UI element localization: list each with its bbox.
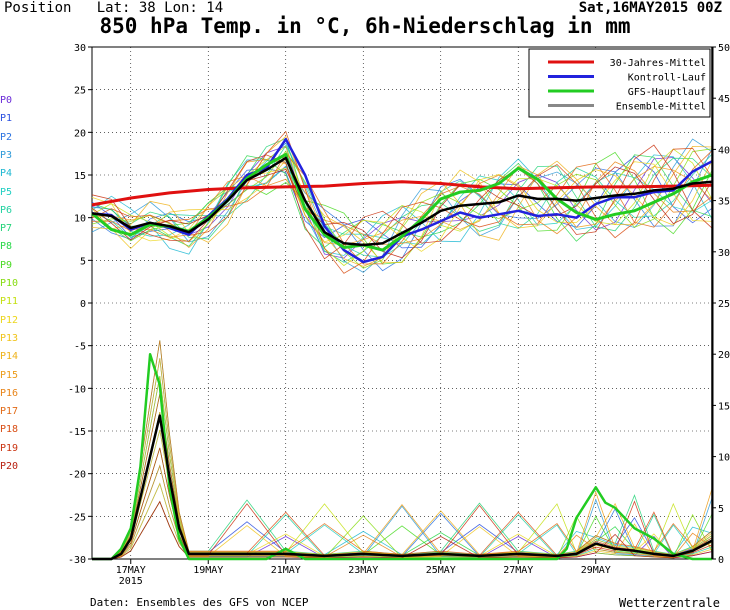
member-precip-line	[92, 500, 713, 560]
member-label-p18: P18	[0, 424, 19, 436]
legend-label: Kontroll-Lauf	[628, 73, 706, 84]
member-temp-line	[91, 158, 713, 249]
footer-source: Daten: Ensembles des GFS von NCEP	[90, 596, 309, 609]
member-temp-line	[91, 166, 713, 245]
30-jahres-mittel-line	[91, 180, 713, 207]
member-label-p1: P1	[0, 113, 13, 125]
left-tick-label: 20	[74, 128, 86, 139]
run-date-label: Sat,16MAY2015 00Z	[578, 0, 722, 16]
ensemble-mittel-niederschlag-line	[92, 414, 713, 561]
left-axis-ticks: 30 25 20 15 10 5 0 -5 -10 -15 -20 -25 -30	[68, 43, 92, 566]
member-label-p20: P20	[0, 461, 19, 472]
member-temp-line	[91, 166, 713, 259]
left-tick-label: 15	[74, 171, 86, 182]
grid-lines	[92, 47, 712, 559]
footer-brand: Wetterzentrale	[618, 596, 720, 610]
left-tick-label: 0	[80, 299, 86, 310]
member-temp-line	[91, 137, 713, 263]
member-label-p9: P9	[0, 259, 13, 271]
member-label-p16: P16	[0, 387, 19, 399]
position-label: Position Lat: 38 Lon: 14	[4, 0, 224, 16]
member-temp-line	[91, 148, 713, 272]
x-tick-label: 27MAY	[503, 565, 533, 576]
left-tick-label: -25	[68, 512, 86, 523]
right-tick-label: 50	[718, 43, 730, 54]
left-tick-label: -15	[68, 427, 86, 438]
x-tick-label: 25MAY	[426, 565, 456, 576]
member-label-p15: P15	[0, 369, 19, 381]
right-tick-label: 15	[718, 401, 730, 412]
ensemble-mittel-line	[91, 156, 713, 247]
left-tick-label: -20	[68, 470, 86, 481]
gfs-hauptlauf-niederschlag-line	[92, 352, 712, 561]
left-tick-label: 5	[80, 256, 86, 267]
main-series	[91, 137, 713, 561]
member-label-p13: P13	[0, 332, 19, 344]
member-label-p6: P6	[0, 204, 13, 216]
plot-frame	[91, 46, 714, 560]
chart-title: 850 hPa Temp. in °C, 6h-Niederschlag in …	[99, 14, 631, 38]
member-precip-line	[92, 482, 713, 560]
legend: 30-Jahres-Mittel Kontroll-Lauf GFS-Hauptla…	[528, 48, 711, 118]
member-temp-line	[91, 145, 713, 267]
right-tick-label: 0	[718, 555, 724, 566]
member-precip-line	[92, 464, 713, 560]
member-label-p12: P12	[0, 314, 19, 326]
x-tick-label: 29MAY	[581, 565, 611, 576]
legend-label: Ensemble-Mittel	[616, 102, 706, 113]
member-label-p7: P7	[0, 223, 13, 235]
member-precip-line	[92, 376, 713, 560]
member-temp-line	[91, 148, 713, 269]
member-temp-line	[91, 144, 713, 260]
right-tick-label: 35	[718, 197, 730, 208]
right-tick-label: 25	[718, 299, 730, 310]
left-tick-label: -5	[74, 342, 86, 353]
right-tick-label: 45	[718, 94, 730, 105]
right-tick-label: 30	[718, 248, 730, 259]
left-tick-label: 10	[74, 214, 86, 225]
member-label-p10: P10	[0, 278, 19, 289]
member-temp-line	[91, 135, 713, 267]
x-tick-sublabel: 2015	[119, 576, 143, 587]
member-label-p11: P11	[0, 296, 19, 308]
right-tick-label: 10	[718, 453, 730, 464]
right-tick-label: 20	[718, 350, 730, 361]
legend-label: GFS-Hauptlauf	[628, 87, 706, 98]
member-label-p4: P4	[0, 168, 13, 180]
right-tick-label: 5	[718, 504, 724, 515]
member-temp-line	[91, 159, 713, 264]
member-label-p2: P2	[0, 131, 13, 143]
member-label-p0: P0	[0, 95, 13, 106]
member-label-p14: P14	[0, 351, 19, 363]
legend-label: 30-Jahres-Mittel	[610, 58, 706, 69]
member-label-p5: P5	[0, 186, 13, 198]
x-tick-label: 17MAY	[116, 565, 146, 576]
member-label-p3: P3	[0, 149, 13, 161]
x-tick-label: 23MAY	[348, 565, 378, 576]
left-tick-label: 25	[74, 86, 86, 97]
member-label-p17: P17	[0, 406, 19, 418]
left-tick-label: -30	[68, 555, 86, 566]
x-tick-label: 19MAY	[193, 565, 223, 576]
member-temp-line	[91, 130, 713, 274]
member-label-p8: P8	[0, 241, 13, 253]
left-tick-label: 30	[74, 43, 86, 54]
left-tick-label: -10	[68, 384, 86, 395]
x-tick-label: 21MAY	[271, 565, 301, 576]
member-temp-line	[91, 150, 713, 265]
member-label-p19: P19	[0, 442, 19, 454]
right-tick-label: 40	[718, 145, 730, 156]
